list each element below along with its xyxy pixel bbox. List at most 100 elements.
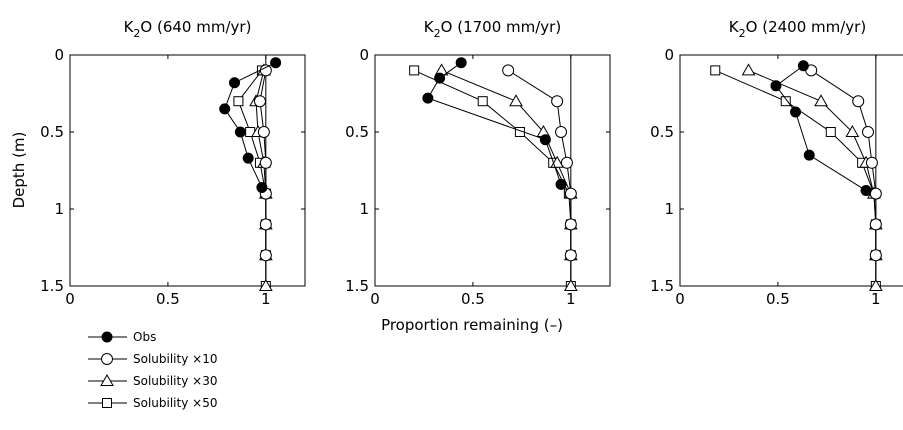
series-obs bbox=[422, 57, 567, 190]
square-marker bbox=[825, 127, 836, 137]
y-axis-label: Depth (m) bbox=[10, 132, 28, 209]
legend-label: Solubility ×50 bbox=[133, 396, 217, 410]
circle-marker bbox=[253, 95, 266, 108]
obs-marker bbox=[242, 152, 254, 164]
panel-title: K2O (1700 mm/yr) bbox=[424, 18, 561, 40]
title-subscript: 2 bbox=[739, 27, 746, 40]
y-tick-label: 1.5 bbox=[650, 277, 674, 295]
triangle-marker bbox=[814, 94, 828, 107]
square-marker bbox=[477, 96, 488, 107]
circle-marker bbox=[869, 187, 882, 200]
panel-2: K2O (1700 mm/yr)00.511.50 0.5 1 bbox=[345, 18, 611, 308]
legend-item: Obs bbox=[88, 330, 156, 344]
triangle-marker bbox=[868, 278, 883, 291]
circle-marker bbox=[259, 249, 272, 262]
title-main: K bbox=[729, 18, 740, 36]
circle-marker bbox=[259, 156, 272, 169]
square-marker bbox=[409, 65, 420, 76]
series-obs bbox=[770, 60, 872, 197]
obs-marker bbox=[270, 57, 282, 69]
y-tick-label: 0 bbox=[54, 46, 64, 64]
triangle-marker bbox=[100, 373, 114, 386]
square-marker bbox=[780, 96, 791, 107]
panel-title: K2O (640 mm/yr) bbox=[124, 18, 252, 40]
panel-title: K2O (2400 mm/yr) bbox=[729, 18, 866, 40]
circle-marker bbox=[865, 156, 878, 169]
circle-marker bbox=[257, 126, 270, 138]
y-tick-label: 0.5 bbox=[650, 123, 674, 141]
x-axis-label: Proportion remaining (–) bbox=[381, 316, 563, 334]
obs-marker bbox=[256, 181, 268, 193]
panel-1: K2O (640 mm/yr)00.511.50 0.5 1 bbox=[40, 18, 306, 308]
title-main: K bbox=[124, 18, 135, 36]
x-tick-label: 1 bbox=[261, 290, 271, 308]
triangle-marker bbox=[741, 63, 756, 76]
series-line bbox=[427, 62, 562, 185]
obs-marker bbox=[539, 134, 551, 146]
series-obs bbox=[219, 57, 282, 193]
legend-item: Solubility ×30 bbox=[88, 373, 217, 388]
series-circle bbox=[805, 64, 882, 262]
title-rest: O (2400 mm/yr) bbox=[746, 18, 867, 36]
circle-marker bbox=[564, 249, 577, 262]
series-circle bbox=[253, 64, 272, 262]
circle-marker bbox=[555, 126, 568, 138]
circle-marker bbox=[564, 187, 577, 200]
y-tick-label: 0 bbox=[664, 46, 674, 64]
title-subscript: 2 bbox=[434, 27, 441, 40]
obs-marker bbox=[422, 92, 434, 104]
legend-label: Obs bbox=[133, 330, 156, 344]
legend-label: Solubility ×10 bbox=[133, 352, 217, 366]
y-tick-label: 0.5 bbox=[345, 123, 369, 141]
series-square bbox=[409, 65, 576, 291]
obs-marker bbox=[229, 77, 240, 89]
y-tick-label: 1 bbox=[664, 200, 674, 218]
x-tick-label: 0.5 bbox=[766, 290, 790, 308]
obs-marker bbox=[797, 60, 809, 72]
circle-marker bbox=[502, 64, 515, 77]
axes-frame bbox=[69, 54, 306, 287]
obs-marker bbox=[455, 57, 467, 69]
title-rest: O (640 mm/yr) bbox=[140, 18, 251, 36]
triangle-marker bbox=[509, 94, 523, 107]
circle-marker bbox=[259, 218, 272, 231]
x-tick-label: 0 bbox=[675, 290, 685, 308]
legend: Obs Solubility ×10 Solubility ×30 Solubilit… bbox=[88, 330, 217, 410]
legend-item: Solubility ×10 bbox=[88, 352, 217, 366]
title-main: K bbox=[424, 18, 435, 36]
legend-label: Solubility ×30 bbox=[133, 374, 217, 388]
triangle-marker bbox=[845, 124, 860, 137]
y-tick-label: 0 bbox=[359, 46, 369, 64]
circle-marker bbox=[869, 249, 882, 262]
x-tick-label: 0 bbox=[65, 290, 75, 308]
obs-marker bbox=[101, 331, 113, 343]
circle-marker bbox=[862, 126, 874, 138]
y-tick-label: 1 bbox=[54, 200, 64, 218]
series-line bbox=[413, 69, 572, 286]
obs-marker bbox=[234, 126, 246, 138]
axes-frame bbox=[374, 54, 611, 287]
obs-marker bbox=[860, 185, 872, 197]
circle-marker bbox=[259, 64, 272, 77]
obs-marker bbox=[434, 72, 446, 84]
x-tick-label: 1 bbox=[871, 290, 881, 308]
circle-marker bbox=[560, 156, 573, 169]
circle-marker bbox=[564, 218, 577, 231]
legend-item: Solubility ×50 bbox=[88, 396, 217, 410]
y-tick-label: 1.5 bbox=[40, 277, 64, 295]
title-subscript: 2 bbox=[133, 27, 140, 40]
square-marker bbox=[102, 398, 112, 408]
triangle-marker bbox=[258, 278, 273, 291]
x-tick-label: 0 bbox=[370, 290, 380, 308]
y-tick-label: 1.5 bbox=[345, 277, 369, 295]
x-tick-label: 0.5 bbox=[461, 290, 485, 308]
y-tick-label: 1 bbox=[359, 200, 369, 218]
x-tick-label: 1 bbox=[566, 290, 576, 308]
obs-marker bbox=[555, 178, 567, 190]
square-marker bbox=[710, 65, 721, 76]
circle-marker bbox=[852, 95, 865, 108]
circle-marker bbox=[551, 95, 564, 108]
series-circle bbox=[502, 64, 577, 262]
circle-marker bbox=[869, 218, 882, 231]
